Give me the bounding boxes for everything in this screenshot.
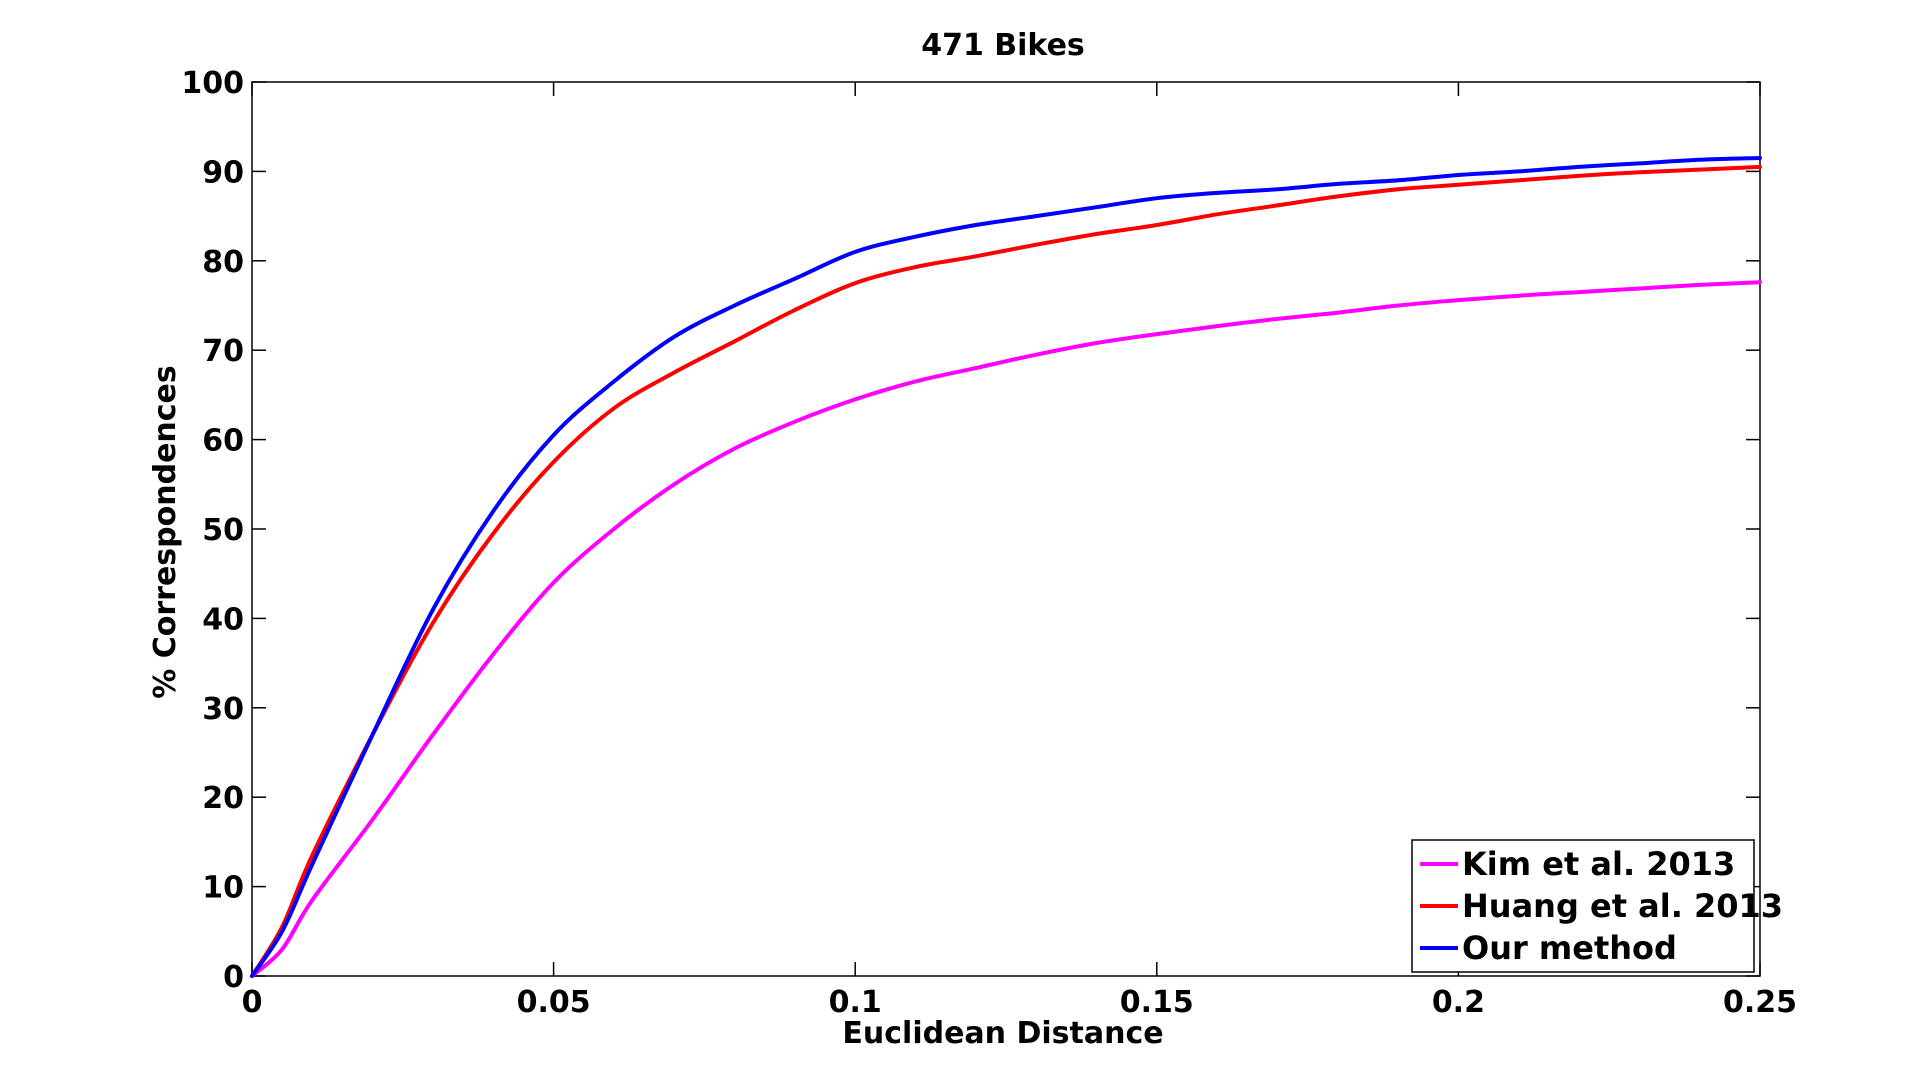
x-tick-label: 0.1 [829,985,882,1020]
series-line-huang-et-al-2013 [250,164,1762,978]
y-axis: 0 10 20 30 40 50 60 70 80 90 100 [181,66,1760,995]
y-tick-label: 90 [202,155,244,190]
x-tick-label: 0.25 [1723,985,1797,1020]
y-tick-label: 70 [202,334,244,369]
y-tick-label: 40 [202,602,244,637]
y-tick-label: 0 [223,960,244,995]
y-tick-label: 60 [202,424,244,459]
series-layer [250,156,1762,978]
x-tick-label: 0.05 [517,985,591,1020]
y-tick-label: 20 [202,781,244,816]
x-axis: 0 0.05 0.1 0.15 0.2 0.25 [242,82,1797,1020]
x-tick-label: 0 [242,985,263,1020]
x-tick-label: 0.2 [1432,985,1485,1020]
y-axis-title: % Correspondences [148,365,183,699]
x-tick-label: 0.15 [1120,985,1194,1020]
legend-box [1411,839,1755,973]
legend-label-our-method: Our method [1462,929,1677,967]
series-line-kim-et-al-2013 [250,280,1762,978]
y-tick-label: 80 [202,245,244,280]
legend-label-kim-et-al-2013: Kim et al. 2013 [1462,845,1735,883]
legend: Kim et al. 2013 Huang et al. 2013 Our meth… [1411,839,1783,973]
chart-title: 471 Bikes [921,28,1085,63]
y-tick-label: 100 [181,66,244,101]
y-tick-label: 30 [202,692,244,727]
y-tick-label: 10 [202,871,244,906]
legend-label-huang-et-al-2013: Huang et al. 2013 [1462,887,1783,925]
x-axis-title: Euclidean Distance [842,1016,1163,1051]
series-line-our-method [250,156,1762,978]
y-tick-label: 50 [202,513,244,548]
